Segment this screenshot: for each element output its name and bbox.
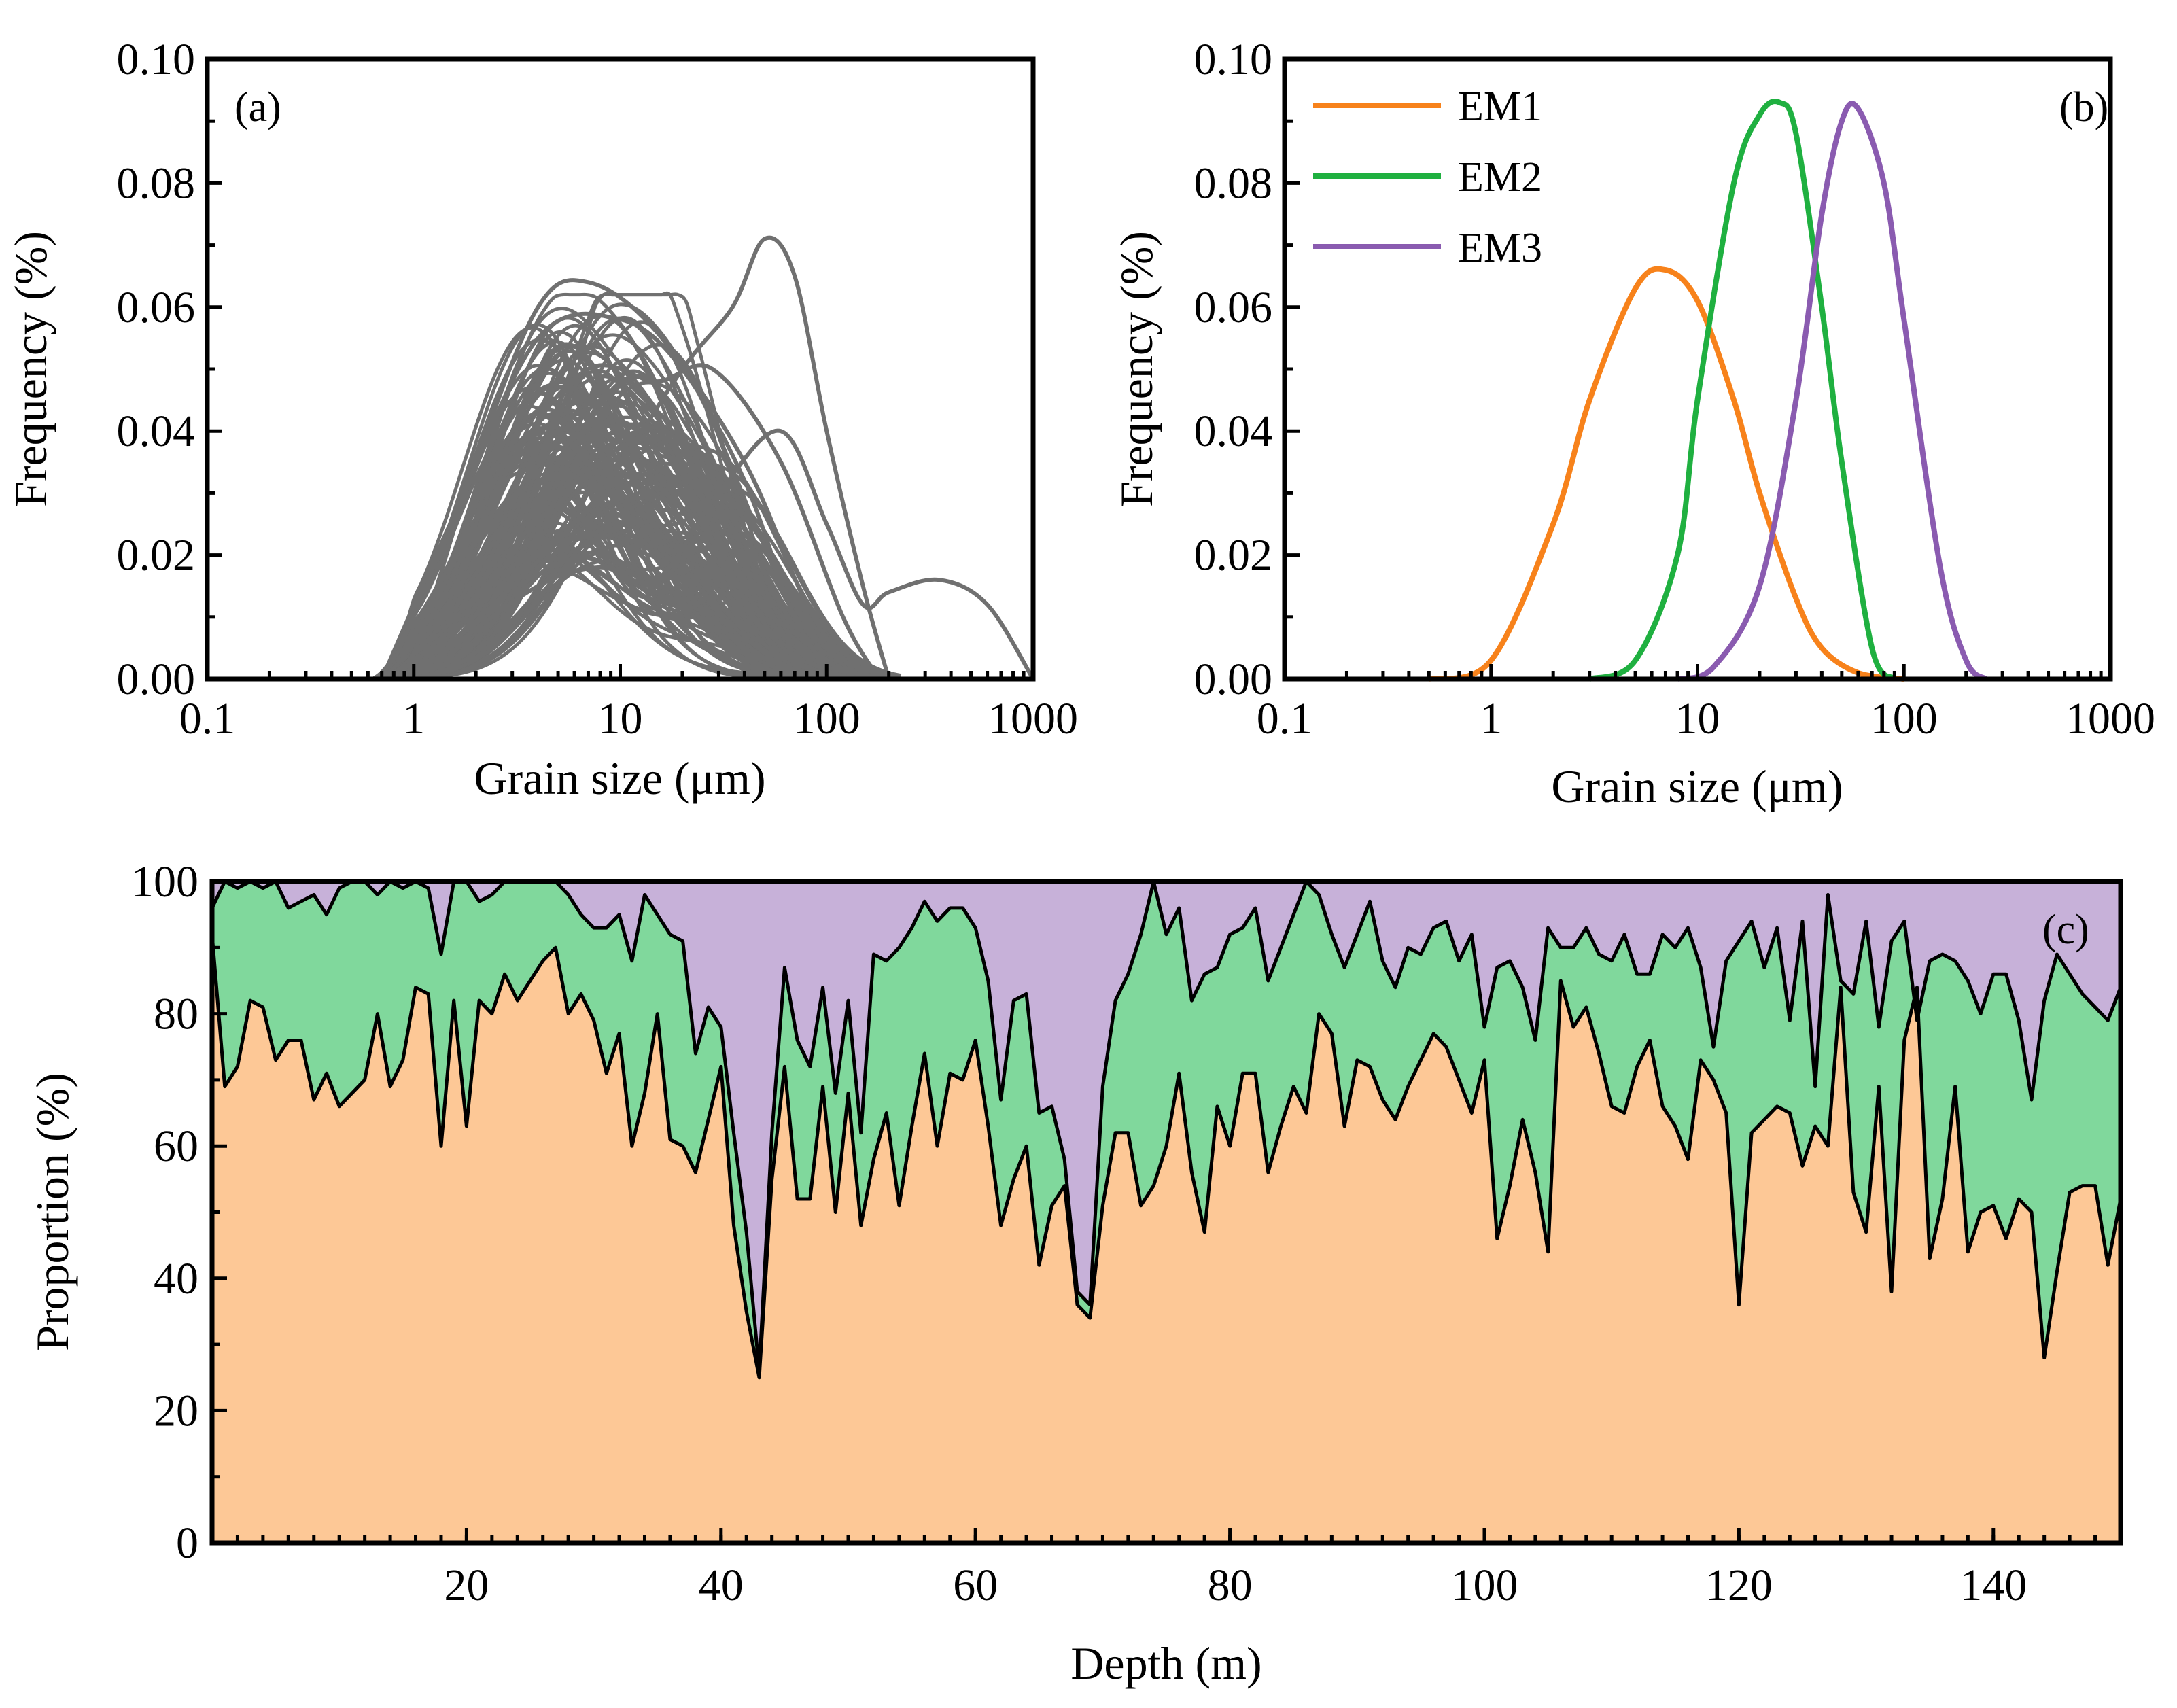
x-tick-label: 80: [1208, 1561, 1253, 1610]
x-tick-label: 1000: [988, 694, 1078, 744]
panel-b-xlabel: Grain size (μm): [1551, 761, 1843, 812]
y-tick-label: 40: [154, 1254, 198, 1304]
x-tick-label: 60: [953, 1561, 998, 1610]
boundary-em1-em2: [210, 934, 2123, 1380]
legend-label-em3: EM3: [1458, 225, 1542, 271]
panel-a-curves: [207, 235, 1035, 681]
gsd-curve: [372, 384, 901, 681]
area-em3: [212, 882, 2121, 1371]
y-tick-label: 60: [154, 1121, 198, 1171]
y-tick-label: 0.06: [1194, 283, 1273, 332]
x-tick-label: 100: [1870, 694, 1938, 744]
y-tick-label: 0.04: [117, 406, 196, 456]
panel-c-label: (c): [2042, 907, 2089, 953]
panel-a-ticks: 0.1 1 10 100 1000 0.00 0.02 0.04 0.06 0.08 0.10: [117, 35, 1079, 744]
legend-label-em2: EM2: [1458, 154, 1542, 201]
gsd-curve-representative: [379, 311, 837, 680]
gsd-curve: [372, 478, 901, 681]
gsd-curve-representative: [392, 363, 882, 681]
x-tick-label: 0.1: [1257, 694, 1313, 744]
panel-a-xlabel: Grain size (μm): [474, 752, 765, 804]
y-tick-label: 100: [131, 857, 198, 907]
series-line-em1: [1428, 266, 1904, 682]
y-tick-label: 0.10: [117, 35, 196, 84]
panel-a: 0.1 1 10 100 1000 0.00 0.02 0.04 0.06 0.08 0.10 (a…: [5, 35, 1078, 804]
gsd-curve-representative: [403, 428, 1035, 681]
panel-b-ticks: 0.1 1 10 100 1000 0.00 0.02 0.04 0.06 0.08 0.10: [1194, 35, 2156, 744]
y-tick-label: 0.08: [1194, 158, 1273, 208]
x-tick-label: 1: [402, 694, 425, 744]
panel-a-ylabel: Frequency (%): [5, 231, 56, 507]
x-tick-label: 100: [1451, 1561, 1518, 1610]
legend-label-em1: EM1: [1458, 84, 1542, 130]
x-tick-label: 0.1: [179, 694, 236, 744]
y-tick-label: 0.06: [117, 283, 196, 332]
y-tick-label: 0.00: [117, 655, 196, 704]
y-tick-label: 0: [176, 1518, 198, 1568]
x-tick-label: 20: [444, 1561, 489, 1610]
panel-c-areas: [210, 879, 2123, 1543]
panel-b-frame: [1282, 56, 2113, 682]
y-tick-label: 20: [154, 1386, 198, 1435]
gsd-curve-representative: [412, 235, 891, 681]
x-tick-label: 40: [699, 1561, 744, 1610]
y-tick-label: 0.08: [117, 158, 196, 208]
series-line-em3: [1676, 101, 1988, 682]
x-tick-label: 1: [1480, 694, 1502, 744]
x-tick-label: 100: [793, 694, 860, 744]
y-tick-label: 0.04: [1194, 406, 1273, 456]
x-tick-label: 10: [598, 694, 643, 744]
panel-b-label: (b): [2059, 84, 2108, 130]
x-tick-label: 10: [1675, 694, 1720, 744]
gsd-curve: [372, 292, 901, 681]
panel-b-curves: [1285, 99, 2110, 682]
panel-c: 20 40 60 80 100 120 140 0 20 40 60 80 100 (c) Depth …: [27, 857, 2123, 1689]
panel-c-xlabel: Depth (m): [1070, 1637, 1261, 1689]
series-line-em2: [1588, 99, 1897, 682]
area-em1: [212, 934, 2121, 1543]
gsd-curve-representative: [380, 278, 870, 681]
y-tick-label: 0.00: [1194, 655, 1273, 704]
y-tick-label: 0.10: [1194, 35, 1273, 84]
panel-b-legend: EM1 EM2 EM3: [1313, 84, 1542, 271]
panel-c-ticks: 20 40 60 80 100 120 140 0 20 40 60 80 100: [131, 857, 2097, 1610]
panel-c-ylabel: Proportion (%): [27, 1073, 78, 1351]
y-tick-label: 80: [154, 990, 198, 1039]
panel-b: 0.1 1 10 100 1000 0.00 0.02 0.04 0.06 0.08 0.10 EM…: [1111, 35, 2155, 812]
x-tick-label: 140: [1960, 1561, 2027, 1610]
y-tick-label: 0.02: [1194, 531, 1273, 580]
panel-b-ylabel: Frequency (%): [1111, 231, 1162, 507]
y-tick-label: 0.02: [117, 531, 196, 580]
x-tick-label: 120: [1705, 1561, 1773, 1610]
panel-a-label: (a): [234, 84, 281, 130]
gsd-curve: [372, 291, 901, 681]
x-tick-label: 1000: [2066, 694, 2155, 744]
